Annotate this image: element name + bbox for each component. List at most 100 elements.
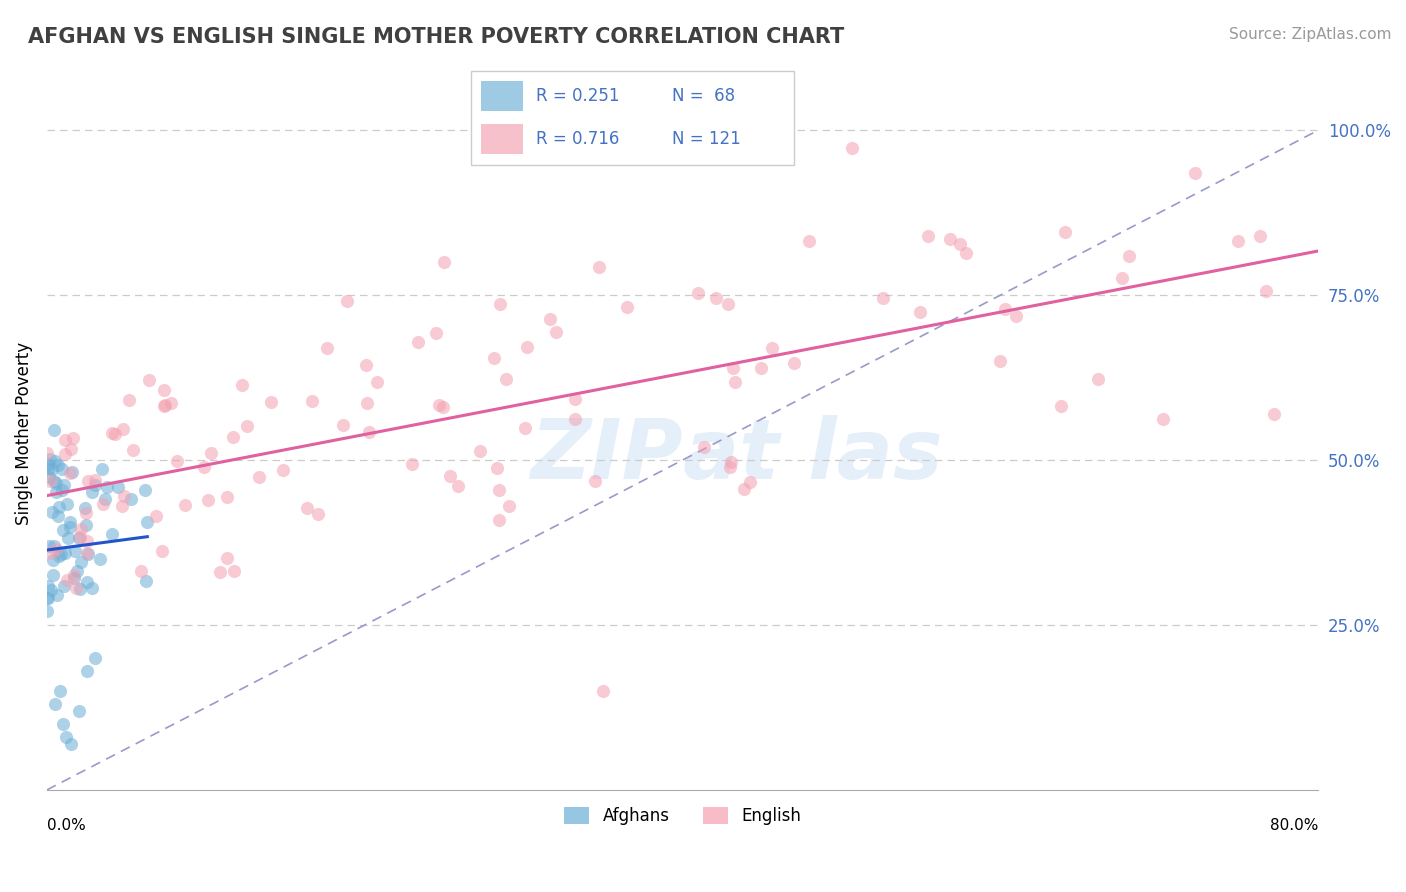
Point bbox=[271, 462, 294, 476]
Point bbox=[52, 524, 75, 538]
Point bbox=[1049, 399, 1071, 413]
Point bbox=[910, 305, 932, 319]
Point bbox=[90, 462, 112, 476]
Point bbox=[49, 547, 72, 561]
Text: R = 0.716: R = 0.716 bbox=[536, 130, 619, 148]
Point bbox=[38, 451, 60, 466]
Point bbox=[489, 297, 512, 311]
Point bbox=[301, 394, 323, 409]
Point bbox=[592, 684, 614, 698]
Point bbox=[56, 574, 79, 588]
Point bbox=[41, 553, 63, 567]
Text: Source: ZipAtlas.com: Source: ZipAtlas.com bbox=[1229, 27, 1392, 42]
Point bbox=[45, 476, 67, 491]
Point bbox=[1152, 412, 1174, 426]
Point bbox=[62, 432, 84, 446]
Point bbox=[60, 465, 83, 479]
Point bbox=[484, 351, 506, 366]
Text: N = 121: N = 121 bbox=[672, 130, 740, 148]
Point bbox=[67, 704, 90, 718]
Point bbox=[135, 574, 157, 588]
Point bbox=[356, 396, 378, 410]
Point bbox=[63, 543, 86, 558]
FancyBboxPatch shape bbox=[481, 124, 523, 153]
Point bbox=[55, 730, 77, 744]
Point bbox=[77, 474, 100, 488]
Point bbox=[38, 539, 60, 553]
Point bbox=[76, 574, 98, 589]
Point bbox=[39, 546, 62, 560]
Point bbox=[236, 419, 259, 434]
Point bbox=[59, 442, 82, 456]
Point bbox=[45, 485, 67, 500]
Point bbox=[917, 229, 939, 244]
Point bbox=[948, 237, 970, 252]
Point bbox=[738, 475, 761, 490]
Point bbox=[336, 293, 359, 308]
Point bbox=[564, 412, 586, 426]
Point bbox=[153, 398, 176, 412]
Point bbox=[42, 423, 65, 437]
Point bbox=[1249, 229, 1271, 244]
Point bbox=[222, 430, 245, 444]
Y-axis label: Single Mother Poverty: Single Mother Poverty bbox=[15, 343, 32, 525]
Point bbox=[41, 568, 63, 582]
Point bbox=[723, 376, 745, 390]
Point bbox=[75, 506, 97, 520]
Point bbox=[51, 483, 73, 497]
Point bbox=[48, 684, 70, 698]
Point bbox=[46, 588, 69, 602]
Point bbox=[53, 477, 76, 491]
Point bbox=[93, 491, 115, 506]
Point bbox=[138, 373, 160, 387]
Point bbox=[538, 311, 561, 326]
Point bbox=[51, 461, 73, 475]
Point bbox=[297, 500, 319, 515]
Point bbox=[44, 539, 66, 553]
Point bbox=[583, 474, 606, 488]
Point bbox=[41, 504, 63, 518]
Point bbox=[733, 482, 755, 496]
Point bbox=[58, 467, 80, 481]
Point bbox=[69, 555, 91, 569]
Point bbox=[84, 473, 107, 487]
Point bbox=[799, 234, 821, 248]
Point bbox=[706, 291, 728, 305]
Point bbox=[37, 579, 59, 593]
Point bbox=[76, 534, 98, 549]
Point bbox=[89, 552, 111, 566]
Point bbox=[686, 286, 709, 301]
Point bbox=[488, 513, 510, 527]
Point bbox=[104, 426, 127, 441]
Point bbox=[46, 509, 69, 524]
Point bbox=[153, 383, 176, 397]
Point bbox=[720, 455, 742, 469]
Legend: Afghans, English: Afghans, English bbox=[558, 800, 807, 831]
Point bbox=[782, 356, 804, 370]
Point bbox=[1111, 270, 1133, 285]
Point bbox=[488, 483, 510, 497]
Point bbox=[761, 341, 783, 355]
Point bbox=[616, 301, 638, 315]
Point bbox=[112, 489, 135, 503]
Point bbox=[77, 547, 100, 561]
Point bbox=[1263, 407, 1285, 421]
Text: AFGHAN VS ENGLISH SINGLE MOTHER POVERTY CORRELATION CHART: AFGHAN VS ENGLISH SINGLE MOTHER POVERTY … bbox=[28, 27, 845, 46]
Point bbox=[222, 564, 245, 578]
Point bbox=[101, 527, 124, 541]
Point bbox=[44, 454, 66, 468]
Point bbox=[498, 500, 520, 514]
Point bbox=[48, 549, 70, 563]
Point bbox=[56, 531, 79, 545]
Point bbox=[693, 441, 716, 455]
Point bbox=[209, 565, 232, 579]
Point bbox=[39, 583, 62, 598]
Point bbox=[193, 460, 215, 475]
Point bbox=[247, 470, 270, 484]
Point bbox=[159, 395, 181, 409]
Point bbox=[37, 446, 59, 460]
Point bbox=[120, 492, 142, 507]
Point bbox=[721, 361, 744, 376]
Point bbox=[564, 392, 586, 406]
Point bbox=[69, 522, 91, 536]
